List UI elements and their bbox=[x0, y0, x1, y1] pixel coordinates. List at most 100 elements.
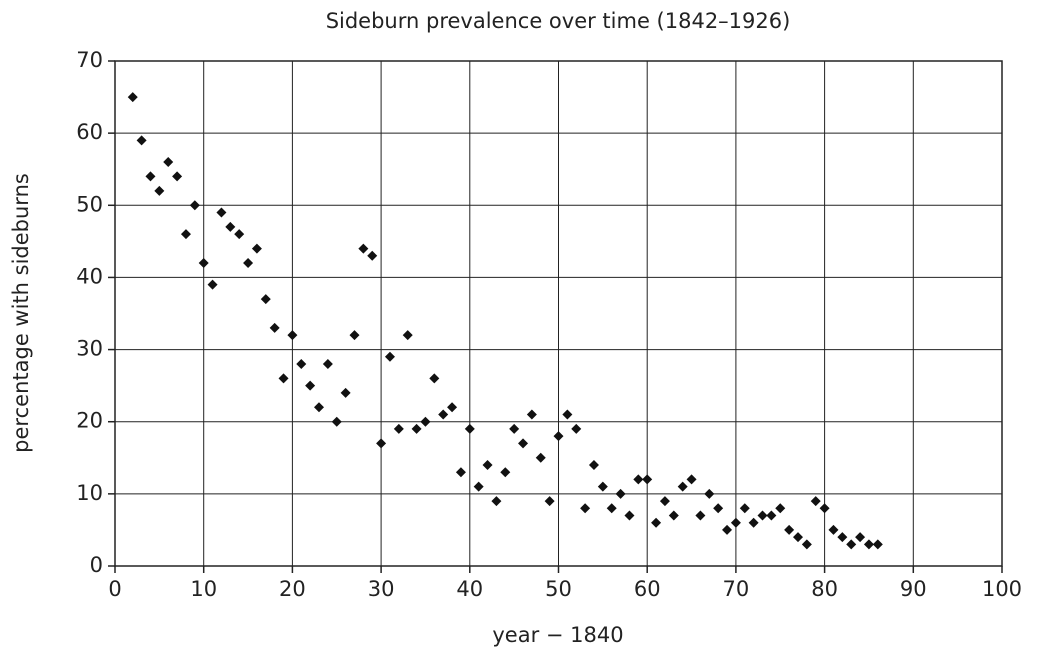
point bbox=[154, 185, 165, 196]
point bbox=[314, 402, 325, 413]
point bbox=[766, 510, 777, 521]
point bbox=[739, 503, 750, 514]
point bbox=[429, 373, 440, 384]
point bbox=[518, 438, 529, 449]
point bbox=[438, 409, 449, 420]
x-axis-label: year − 1840 bbox=[492, 623, 623, 647]
point bbox=[810, 496, 821, 507]
point bbox=[872, 539, 883, 550]
point bbox=[526, 409, 537, 420]
point bbox=[367, 250, 378, 261]
point bbox=[447, 402, 458, 413]
point bbox=[606, 503, 617, 514]
point bbox=[145, 171, 156, 182]
point bbox=[420, 416, 431, 427]
point bbox=[482, 460, 493, 470]
point bbox=[358, 243, 369, 254]
x-tick-label: 60 bbox=[634, 577, 661, 601]
point bbox=[376, 438, 387, 449]
x-tick-label: 40 bbox=[456, 577, 483, 601]
point bbox=[597, 481, 608, 492]
point bbox=[784, 524, 795, 535]
point bbox=[544, 496, 555, 507]
y-tick-label: 40 bbox=[76, 264, 103, 288]
point bbox=[668, 510, 679, 521]
point bbox=[730, 517, 741, 528]
point bbox=[535, 452, 546, 463]
chart-title: Sideburn prevalence over time (1842–1926… bbox=[326, 9, 791, 33]
point bbox=[588, 460, 599, 470]
point bbox=[819, 503, 830, 514]
point bbox=[722, 524, 733, 535]
point bbox=[677, 481, 688, 492]
y-tick-label: 50 bbox=[76, 192, 103, 216]
point bbox=[562, 409, 573, 420]
point bbox=[748, 517, 759, 528]
point bbox=[846, 539, 857, 550]
point bbox=[331, 416, 342, 427]
point bbox=[775, 503, 786, 514]
point bbox=[571, 423, 582, 434]
point bbox=[695, 510, 706, 521]
point bbox=[713, 503, 724, 514]
x-tick-label: 30 bbox=[368, 577, 395, 601]
x-tick-label: 50 bbox=[545, 577, 572, 601]
point bbox=[500, 467, 511, 478]
point bbox=[296, 359, 307, 369]
point bbox=[127, 92, 138, 103]
point bbox=[340, 387, 351, 398]
point bbox=[801, 539, 812, 550]
point bbox=[837, 532, 848, 543]
point bbox=[393, 423, 404, 434]
point bbox=[855, 532, 866, 543]
y-tick-label: 10 bbox=[76, 481, 103, 505]
point bbox=[287, 330, 298, 341]
point bbox=[863, 539, 874, 550]
point bbox=[633, 474, 644, 485]
point bbox=[580, 503, 591, 514]
point bbox=[792, 532, 803, 543]
point bbox=[251, 243, 262, 254]
point bbox=[172, 171, 183, 182]
x-tick-label: 100 bbox=[982, 577, 1022, 601]
point bbox=[624, 510, 635, 521]
y-tick-label: 30 bbox=[76, 337, 103, 361]
point bbox=[491, 496, 502, 507]
point bbox=[198, 258, 209, 268]
point bbox=[207, 279, 218, 290]
point bbox=[136, 135, 147, 146]
point bbox=[402, 330, 413, 341]
point bbox=[278, 373, 289, 384]
point bbox=[305, 380, 316, 391]
point bbox=[384, 351, 395, 362]
point bbox=[686, 474, 697, 485]
x-tick-label: 10 bbox=[190, 577, 217, 601]
point bbox=[553, 431, 564, 442]
point bbox=[615, 488, 626, 499]
point bbox=[189, 200, 200, 211]
point bbox=[659, 496, 670, 507]
point bbox=[163, 157, 174, 167]
point bbox=[651, 517, 662, 528]
point bbox=[349, 330, 360, 341]
y-tick-label: 70 bbox=[76, 48, 103, 72]
y-tick-label: 20 bbox=[76, 409, 103, 433]
x-tick-label: 20 bbox=[279, 577, 306, 601]
y-axis-label: percentage with sideburns bbox=[9, 173, 33, 453]
point bbox=[757, 510, 768, 521]
x-tick-label: 80 bbox=[811, 577, 838, 601]
point bbox=[180, 229, 191, 240]
x-tick-label: 70 bbox=[723, 577, 750, 601]
x-tick-label: 0 bbox=[108, 577, 121, 601]
point bbox=[642, 474, 653, 485]
point bbox=[509, 423, 520, 434]
point bbox=[234, 229, 245, 240]
point bbox=[473, 481, 484, 492]
point bbox=[455, 467, 466, 478]
x-tick-label: 90 bbox=[900, 577, 927, 601]
point bbox=[216, 207, 227, 218]
point bbox=[243, 258, 254, 268]
point bbox=[269, 322, 280, 333]
point bbox=[464, 423, 475, 434]
